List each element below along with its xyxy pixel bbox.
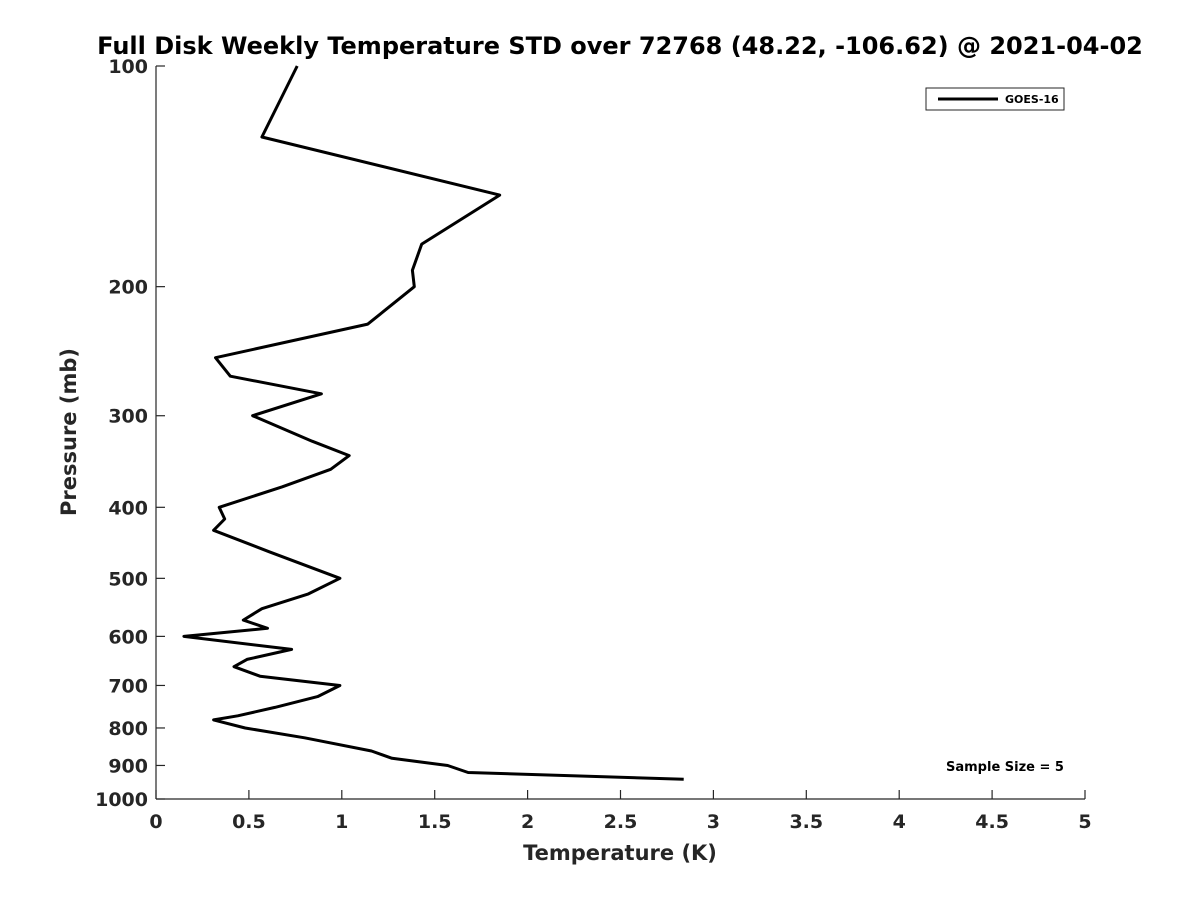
y-tick-label: 800 — [108, 718, 148, 740]
y-tick-label: 1000 — [95, 789, 148, 811]
y-tick-label: 900 — [108, 755, 148, 777]
y-tick-label: 100 — [108, 56, 148, 78]
x-tick-label: 1.5 — [418, 811, 452, 833]
y-tick-label: 400 — [108, 497, 148, 519]
x-tick-label: 2 — [521, 811, 534, 833]
x-tick-label: 0.5 — [232, 811, 266, 833]
chart-title: Full Disk Weekly Temperature STD over 72… — [97, 32, 1143, 60]
x-ticks: 0 0.5 1 1.5 2 2.5 3 3.5 4 4.5 5 — [149, 790, 1092, 833]
y-tick-label: 600 — [108, 626, 148, 648]
y-tick-label: 700 — [108, 675, 148, 697]
x-axis-label: Temperature (K) — [523, 841, 717, 865]
x-tick-label: 1 — [335, 811, 348, 833]
x-tick-label: 5 — [1078, 811, 1091, 833]
y-tick-label: 500 — [108, 568, 148, 590]
x-tick-label: 2.5 — [604, 811, 638, 833]
y-tick-label: 300 — [108, 406, 148, 428]
series-line-goes-16 — [182, 65, 684, 781]
x-tick-label: 0 — [149, 811, 162, 833]
legend: GOES-16 — [925, 87, 1065, 111]
legend-entry-goes-16: GOES-16 — [1005, 93, 1059, 106]
y-ticks: 100 200 300 400 500 600 700 800 900 1000 — [95, 56, 165, 811]
x-tick-label: 3 — [707, 811, 720, 833]
sample-size-annotation: Sample Size = 5 — [946, 760, 1064, 775]
y-axis-label: Pressure (mb) — [57, 348, 81, 516]
x-tick-label: 3.5 — [789, 811, 823, 833]
y-tick-label: 200 — [108, 277, 148, 299]
x-tick-label: 4 — [893, 811, 906, 833]
x-tick-label: 4.5 — [975, 811, 1009, 833]
